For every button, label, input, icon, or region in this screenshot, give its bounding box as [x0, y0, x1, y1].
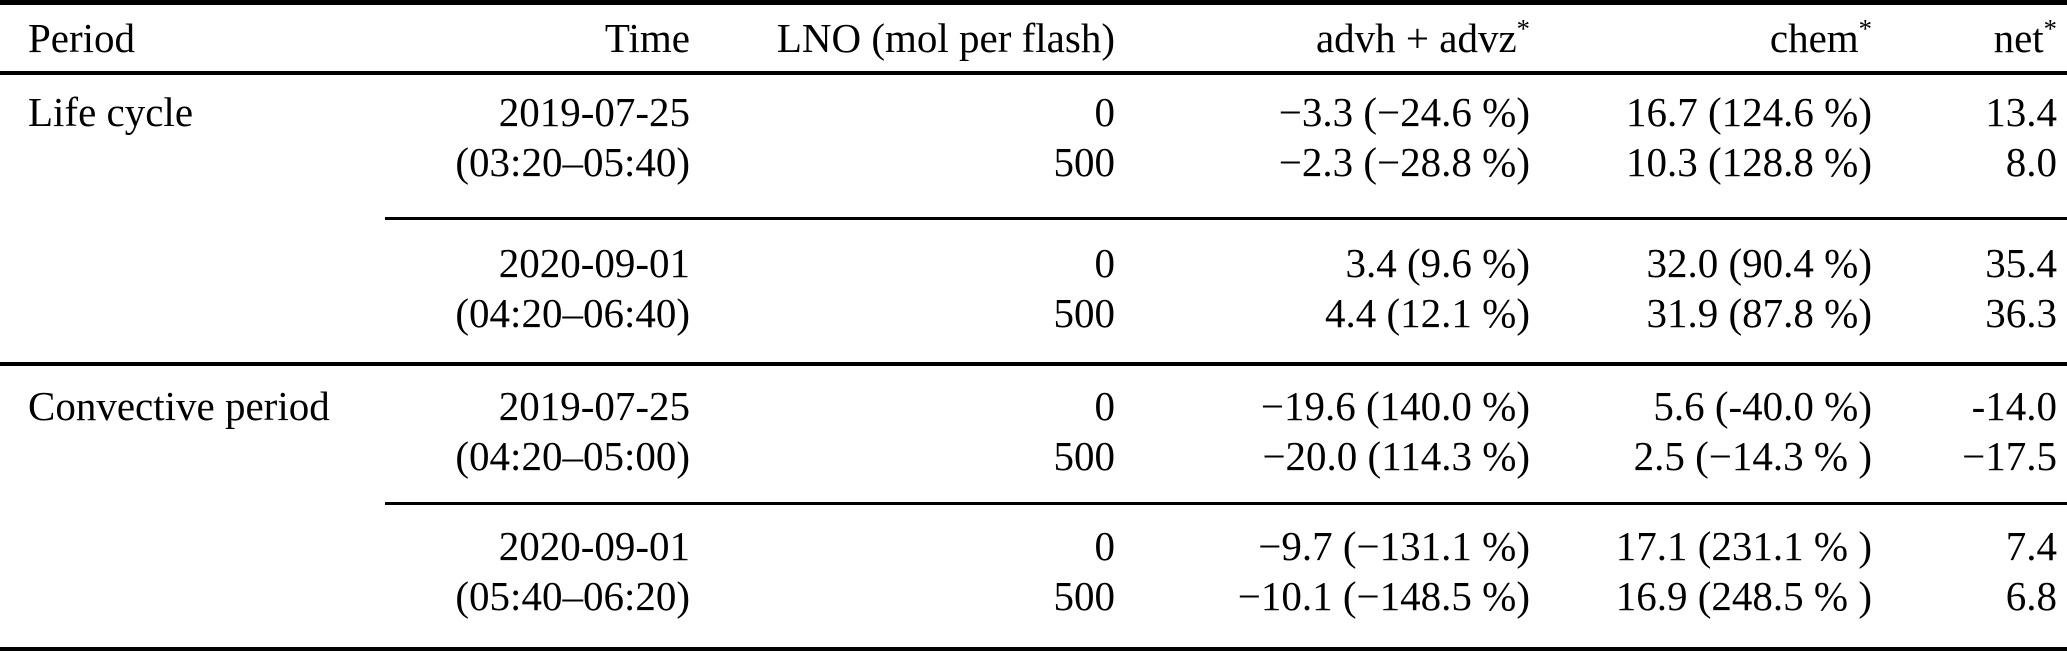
table-header-row: Period Time LNO (mol per flash) advh + a… — [0, 2, 2067, 75]
col-header-time: Time — [385, 2, 690, 75]
col-header-chem-label: chem — [1769, 15, 1859, 61]
table-row: Life cycle 2019-07-25 0 −3.3 (−24.6 %) 1… — [0, 73, 2067, 137]
advh-advz-cell: 4.4 (12.1 %) — [1325, 290, 1530, 336]
table-row: (03:20–05:40) 500 −2.3 (−28.8 %) 10.3 (1… — [0, 137, 2067, 219]
col-header-advh-advz: advh + advz* — [1115, 2, 1530, 75]
table-row: 2020-09-01 0 −9.7 (−131.1 %) 17.1 (231.1… — [0, 502, 2067, 571]
chem-cell: 31.9 (87.8 %) — [1646, 290, 1872, 336]
col-header-lno: LNO (mol per flash) — [690, 2, 1115, 75]
time-cell: (04:20–05:00) — [455, 433, 690, 479]
table-row: (04:20–05:00) 500 −20.0 (114.3 %) 2.5 (−… — [0, 431, 2067, 504]
time-cell: (05:40–06:20) — [455, 573, 690, 619]
advh-advz-cell: −19.6 (140.0 %) — [1115, 362, 1530, 431]
chem-cell: 5.6 (-40.0 %) — [1530, 362, 1875, 431]
lno-cell: 500 — [1053, 433, 1116, 479]
advh-advz-cell: −2.3 (−28.8 %) — [1278, 139, 1530, 185]
net-cell: -14.0 — [1875, 362, 2067, 431]
net-cell: −17.5 — [1962, 433, 2057, 479]
period-cell-convective-period: Convective period — [0, 362, 385, 649]
chem-asterisk: * — [1858, 13, 1872, 44]
time-cell: 2020-09-01 — [385, 502, 690, 571]
chem-cell: 16.7 (124.6 %) — [1626, 89, 1872, 135]
net-cell: 6.8 — [2005, 573, 2057, 619]
table-row: (05:40–06:20) 500 −10.1 (−148.5 %) 16.9 … — [0, 571, 2067, 649]
net-cell: 7.4 — [1875, 502, 2067, 571]
lno-cell: 500 — [1053, 573, 1116, 619]
lno-cell: 0 — [690, 362, 1115, 431]
col-header-net: net* — [1875, 2, 2067, 75]
net-cell: 35.4 — [1875, 217, 2067, 288]
table-row: Convective period 2019-07-25 0 −19.6 (14… — [0, 362, 2067, 649]
time-cell: (03:20–05:40) — [455, 139, 690, 185]
lno-cell: 0 — [1094, 89, 1116, 135]
col-header-net-label: net — [1993, 15, 2044, 61]
lno-cell: 0 — [690, 217, 1115, 288]
advh-advz-cell: −10.1 (−148.5 %) — [1237, 573, 1530, 619]
chem-cell: 17.1 (231.1 % ) — [1530, 502, 1875, 571]
time-cell: (04:20–06:40) — [455, 290, 690, 336]
net-cell: 8.0 — [2005, 139, 2057, 185]
net-cell: 36.3 — [1985, 290, 2057, 336]
advh-advz-cell: 3.4 (9.6 %) — [1115, 217, 1530, 288]
time-cell: 2020-09-01 — [385, 217, 690, 288]
lno-cell: 500 — [1053, 139, 1116, 185]
chem-cell: 32.0 (90.4 %) — [1530, 217, 1875, 288]
advh-advz-cell: −3.3 (−24.6 %) — [1278, 89, 1530, 135]
advh-asterisk: * — [1516, 13, 1530, 44]
lno-cell: 500 — [1053, 290, 1116, 336]
chem-cell: 16.9 (248.5 % ) — [1615, 573, 1872, 619]
lno-cell: 0 — [690, 502, 1115, 571]
col-header-period: Period — [0, 2, 385, 75]
chem-cell: 2.5 (−14.3 % ) — [1633, 433, 1872, 479]
period-cell-life-cycle: Life cycle — [28, 89, 194, 135]
advh-advz-cell: −9.7 (−131.1 %) — [1115, 502, 1530, 571]
col-header-advh-advz-label: advh + advz — [1315, 15, 1517, 61]
chem-cell: 10.3 (128.8 %) — [1626, 139, 1872, 185]
table-row: (04:20–06:40) 500 4.4 (12.1 %) 31.9 (87.… — [0, 288, 2067, 364]
time-cell: 2019-07-25 — [385, 362, 690, 431]
col-header-chem: chem* — [1530, 2, 1875, 75]
net-asterisk: * — [2043, 13, 2057, 44]
table-row: 2020-09-01 0 3.4 (9.6 %) 32.0 (90.4 %) 3… — [0, 217, 2067, 288]
time-cell: 2019-07-25 — [498, 89, 690, 135]
net-cell: 13.4 — [1985, 89, 2057, 135]
advh-advz-cell: −20.0 (114.3 %) — [1262, 433, 1530, 479]
